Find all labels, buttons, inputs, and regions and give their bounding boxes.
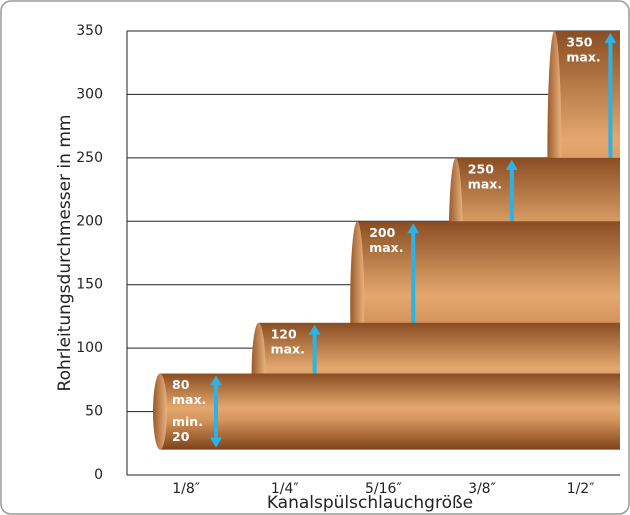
y-tick-label: 200 xyxy=(76,213,103,229)
max-value-label: 200 xyxy=(369,225,395,240)
x-tick-label: 1/8″ xyxy=(172,481,200,497)
max-value-label: 120 xyxy=(271,326,297,341)
pipe-body xyxy=(160,373,620,450)
y-tick-label: 300 xyxy=(76,86,103,102)
max-text: max. xyxy=(271,341,305,356)
max-value-label: 350 xyxy=(566,35,592,50)
y-tick-label: 100 xyxy=(76,340,103,356)
plot: 0 50 100 150 200 250 300 350 1/8″ 1/4″ 5/16″ 3/8″ 1/… xyxy=(76,23,620,497)
max-value-label: 250 xyxy=(468,161,494,176)
max-text: max. xyxy=(468,176,502,191)
pipe-end xyxy=(153,373,167,450)
y-tick-label: 350 xyxy=(76,23,103,39)
x-tick-label: 5/16″ xyxy=(365,481,402,497)
y-axis-title: Rohrleitungsdurchmesser in mm xyxy=(55,115,75,392)
y-tick-label: 50 xyxy=(85,404,103,420)
max-value-label: 80 xyxy=(172,377,190,392)
y-tick-label: 250 xyxy=(76,150,103,166)
max-text: max. xyxy=(172,392,206,407)
max-text: max. xyxy=(369,240,403,255)
y-tick-label: 0 xyxy=(94,467,103,483)
min-text: min. xyxy=(172,414,203,429)
range-arrow xyxy=(210,375,222,448)
min-value-label: 20 xyxy=(172,429,190,444)
x-axis-title: Kanalspülschlauchgröße xyxy=(267,493,473,513)
x-tick-label: 1/2″ xyxy=(567,481,595,497)
x-tick-label: 1/4″ xyxy=(271,481,299,497)
y-tick-label: 150 xyxy=(76,277,103,293)
x-tick-label: 3/8″ xyxy=(468,481,496,497)
range-arrow xyxy=(604,33,617,271)
max-text: max. xyxy=(566,50,600,65)
range-arrow xyxy=(407,223,420,385)
